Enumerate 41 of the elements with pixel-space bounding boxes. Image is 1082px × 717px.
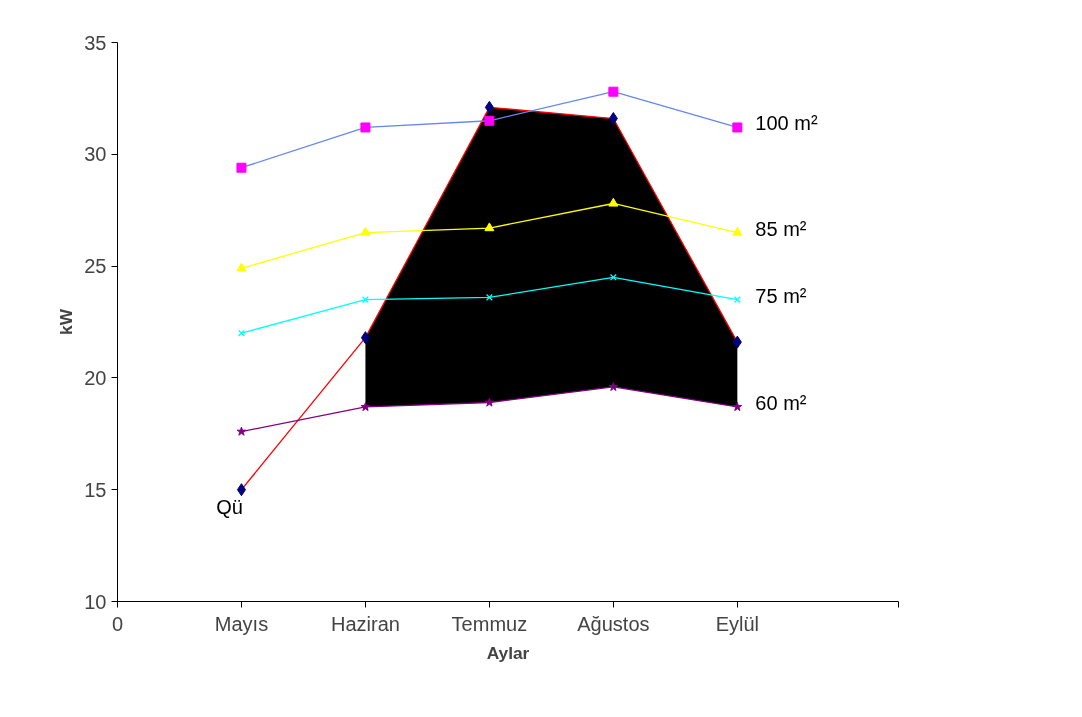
x-axis-title: Aylar — [486, 642, 530, 663]
point — [360, 331, 370, 345]
point — [236, 162, 247, 173]
point — [484, 397, 495, 407]
point — [732, 335, 742, 349]
point — [484, 115, 495, 126]
point — [360, 226, 371, 236]
point — [360, 401, 371, 412]
point — [237, 329, 245, 337]
y-tick-label: 10 — [84, 590, 107, 613]
y-axis-title: kW — [56, 308, 77, 335]
point — [608, 381, 619, 391]
point — [732, 401, 743, 412]
x-tick-label: Temmuz — [451, 612, 528, 635]
point — [609, 273, 617, 281]
series-label: Qü — [216, 495, 243, 518]
x-tick-label: Ağustos — [577, 612, 650, 635]
y-tick-label: 35 — [84, 31, 107, 54]
text: 0 — [111, 612, 124, 635]
series-label: 100 m² — [755, 112, 818, 135]
point — [484, 100, 494, 114]
point — [236, 483, 246, 497]
point — [608, 112, 618, 126]
series-label: 85 m² — [755, 217, 807, 240]
x-tick-label: Haziran — [330, 612, 400, 635]
x-tick-label: Eylül — [715, 612, 760, 635]
y-tick-label: 25 — [84, 255, 107, 278]
point — [360, 122, 371, 133]
y-tick-label: 30 — [84, 143, 107, 166]
point — [236, 262, 247, 272]
point — [608, 86, 619, 97]
point — [732, 226, 743, 236]
y-tick-label: 20 — [84, 366, 107, 389]
y-tick-label: 15 — [84, 478, 107, 501]
point — [236, 426, 247, 436]
point — [484, 222, 495, 232]
point — [732, 122, 743, 133]
series-label: 75 m² — [755, 284, 807, 307]
x-tick-label: Mayıs — [214, 612, 269, 635]
point — [608, 197, 619, 207]
series-label: 60 m² — [755, 391, 807, 414]
